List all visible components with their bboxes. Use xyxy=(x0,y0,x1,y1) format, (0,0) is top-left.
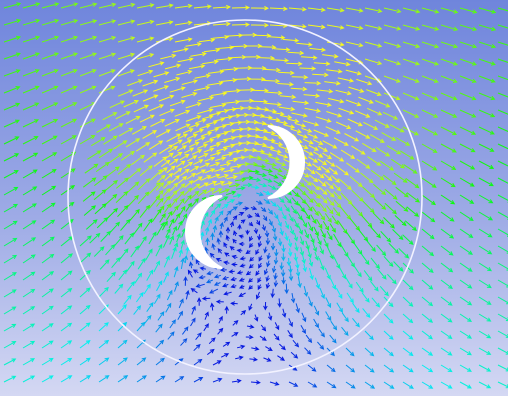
flow-field-view xyxy=(0,0,508,396)
page: (() => { JSON.parse(document.getElementB… xyxy=(0,0,508,396)
background xyxy=(0,0,508,396)
